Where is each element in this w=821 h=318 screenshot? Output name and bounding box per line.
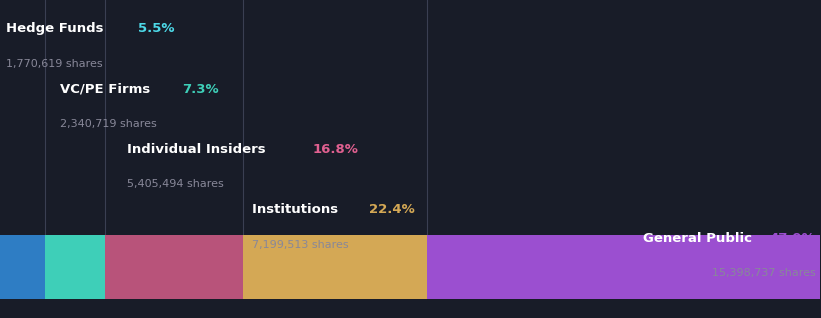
Bar (427, 235, 820, 299)
Text: 1,770,619 shares: 1,770,619 shares (6, 59, 103, 69)
Text: 47.9%: 47.9% (769, 232, 815, 245)
Bar (45, 235, 105, 299)
Text: 7.3%: 7.3% (182, 83, 219, 95)
Text: VC/PE Firms: VC/PE Firms (60, 83, 155, 95)
Bar (0, 235, 45, 299)
Text: 5.5%: 5.5% (138, 22, 174, 35)
Text: Individual Insiders: Individual Insiders (127, 143, 270, 156)
Text: 5,405,494 shares: 5,405,494 shares (127, 179, 224, 190)
Text: 2,340,719 shares: 2,340,719 shares (60, 119, 157, 129)
Text: 15,398,737 shares: 15,398,737 shares (712, 268, 815, 279)
Text: Institutions: Institutions (252, 204, 343, 216)
Text: General Public: General Public (643, 232, 756, 245)
Bar (243, 235, 427, 299)
Text: 7,199,513 shares: 7,199,513 shares (252, 240, 349, 250)
Text: Hedge Funds: Hedge Funds (6, 22, 108, 35)
Text: 22.4%: 22.4% (369, 204, 415, 216)
Bar (105, 235, 243, 299)
Text: 16.8%: 16.8% (312, 143, 358, 156)
